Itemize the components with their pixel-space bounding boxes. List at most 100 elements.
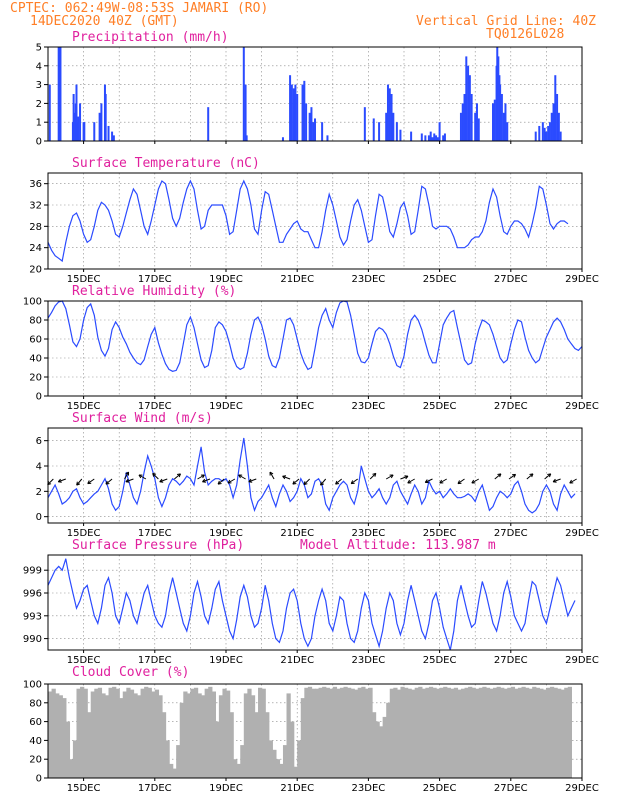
surface-temperature-nc-point xyxy=(93,225,95,227)
surface-wind-m-s-point xyxy=(318,478,319,480)
surface-temperature-nc-point xyxy=(154,204,156,206)
surface-temperature-nc-point xyxy=(371,239,373,241)
panels: Precipitation (mm/h) 0 1 2 3 4 5 Surface Temper… xyxy=(23,30,599,794)
surface-pressure-hpa-point xyxy=(133,615,134,617)
surface-wind-m-s-point xyxy=(421,503,423,505)
surface-pressure-hpa-point xyxy=(328,623,330,624)
surface-wind-m-s-point xyxy=(296,490,298,492)
surface-pressure-hpa-point xyxy=(204,615,206,617)
relative-humidity-point xyxy=(435,362,437,364)
cloud-cover-bar xyxy=(233,759,238,778)
relative-humidity-point xyxy=(125,343,127,345)
surface-pressure-hpa-point xyxy=(207,623,209,624)
surface-wind-m-s-frame xyxy=(47,427,583,524)
surface-wind-m-s-point xyxy=(538,503,540,505)
surface-pressure-hpa-point xyxy=(549,607,551,609)
surface-wind-m-s-point xyxy=(396,480,398,482)
relative-humidity-point xyxy=(371,343,373,345)
surface-temperature-nc-point xyxy=(225,215,227,217)
wind-direction-arrow xyxy=(439,478,447,484)
surface-temperature-nc-point xyxy=(129,199,131,201)
cloud-cover-bar xyxy=(58,695,63,778)
surface-wind-m-s-y-tick-label: 6 xyxy=(36,436,42,447)
surface-wind-m-s-point xyxy=(378,488,380,490)
surface-wind-m-s-point xyxy=(346,484,348,486)
relative-humidity-point xyxy=(350,314,351,316)
surface-pressure-hpa-point xyxy=(503,592,505,594)
relative-humidity-point xyxy=(179,362,181,364)
surface-temperature-nc-point xyxy=(396,223,398,225)
surface-wind-m-s-point xyxy=(506,497,508,499)
surface-pressure-hpa-point xyxy=(279,642,280,643)
surface-wind-m-s-point xyxy=(186,475,188,477)
relative-humidity-point xyxy=(556,317,558,319)
surface-temperature-nc-point xyxy=(503,231,505,233)
surface-temperature-nc-point xyxy=(125,212,127,214)
precipitation-bar xyxy=(552,103,555,141)
relative-humidity-point xyxy=(499,357,501,359)
surface-wind-m-s-point xyxy=(275,506,277,507)
relative-humidity-point xyxy=(311,367,312,368)
relative-humidity-point xyxy=(282,338,284,340)
surface-pressure-hpa-point xyxy=(296,600,298,601)
surface-wind-m-s-point xyxy=(211,480,213,482)
cloud-cover-bar xyxy=(300,698,305,778)
relative-humidity-point xyxy=(503,362,505,364)
surface-pressure-hpa-point xyxy=(560,585,561,586)
relative-humidity-point xyxy=(357,352,359,354)
surface-wind-m-s-point xyxy=(439,490,440,492)
surface-pressure-hpa-point xyxy=(478,600,480,601)
surface-wind-m-s-point xyxy=(353,503,355,505)
relative-humidity-point xyxy=(168,369,170,370)
cloud-cover-bar xyxy=(514,688,519,778)
surface-temperature-nc-point xyxy=(353,204,355,206)
cloud-cover-bar xyxy=(226,690,231,778)
surface-wind-m-s-point xyxy=(165,497,166,499)
surface-temperature-nc-point xyxy=(521,223,522,225)
surface-temperature-nc-point xyxy=(175,225,177,227)
surface-wind-m-s-x-tick-label: 17DEC xyxy=(138,528,172,539)
surface-wind-m-s-point xyxy=(300,478,302,480)
precipitation-bar xyxy=(424,135,427,141)
surface-wind-m-s-point xyxy=(336,490,337,492)
cloud-cover-bar xyxy=(471,687,476,778)
surface-wind-m-s-point xyxy=(368,490,369,492)
surface-pressure-hpa-point xyxy=(150,600,152,601)
wind-direction-arrow xyxy=(217,478,225,485)
precipitation-bar xyxy=(245,135,248,141)
surface-pressure-hpa-point xyxy=(499,615,501,617)
wind-direction-arrow xyxy=(424,478,433,484)
surface-wind-m-s-point xyxy=(190,478,191,480)
relative-humidity-point xyxy=(446,317,448,319)
cloud-cover-bar xyxy=(62,698,67,778)
relative-humidity-point xyxy=(172,370,174,372)
cloud-cover-bar xyxy=(183,691,188,778)
surface-temperature-nc-point xyxy=(76,212,77,214)
surface-pressure-hpa-point xyxy=(125,592,127,594)
relative-humidity-point xyxy=(385,333,387,335)
relative-humidity-point xyxy=(467,364,469,365)
surface-temperature-nc-point xyxy=(378,193,380,195)
surface-pressure-hpa-point xyxy=(175,592,177,594)
relative-humidity-point xyxy=(460,343,462,345)
wind-direction-arrow xyxy=(552,478,561,483)
precipitation-bar xyxy=(386,84,389,141)
surface-wind-m-s-point xyxy=(76,488,77,490)
relative-humidity-point xyxy=(485,321,487,323)
precipitation-bar xyxy=(410,131,413,141)
relative-humidity-point xyxy=(190,316,191,318)
relative-humidity-x-tick-label: 15DEC xyxy=(67,401,101,412)
cloud-cover-bar xyxy=(386,702,391,778)
relative-humidity-point xyxy=(232,357,234,359)
surface-pressure-hpa-point xyxy=(129,600,131,601)
surface-pressure-hpa-point xyxy=(65,558,67,560)
relative-humidity-point xyxy=(449,312,451,313)
surface-pressure-hpa-point xyxy=(567,615,569,617)
surface-pressure-hpa-point xyxy=(489,607,490,609)
cloud-cover-bar xyxy=(65,721,71,778)
wind-direction-arrow xyxy=(292,478,300,485)
precipitation-bar xyxy=(468,75,471,141)
surface-wind-m-s-point xyxy=(563,484,565,486)
precipitation-bar xyxy=(463,94,466,141)
surface-temperature-nc-point xyxy=(435,228,437,230)
